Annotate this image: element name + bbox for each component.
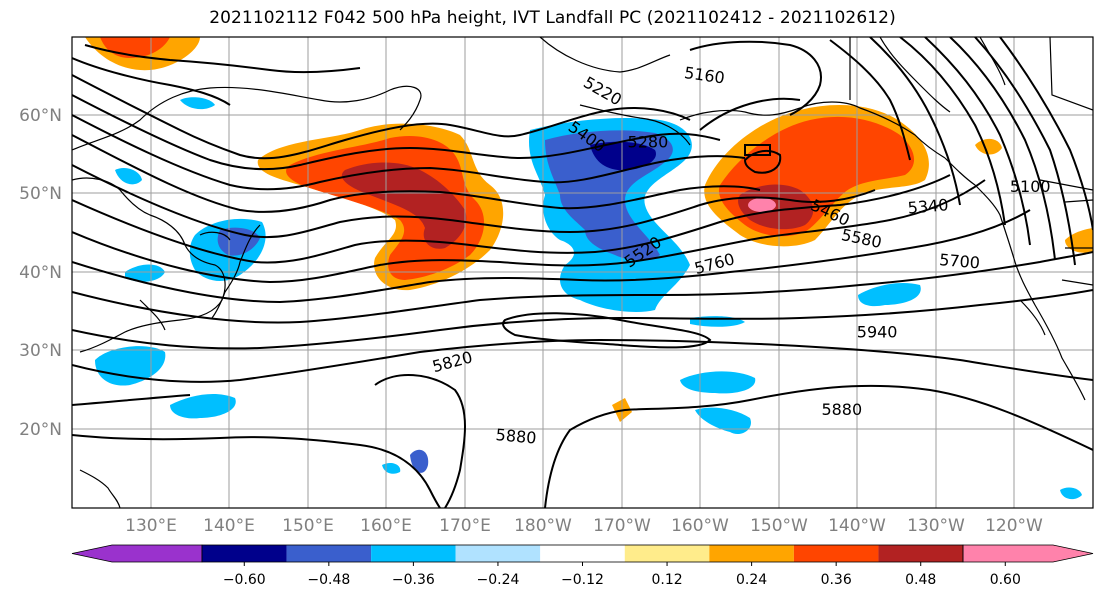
colorbar-segment: [455, 545, 541, 562]
contour-label: 5340: [907, 195, 949, 217]
colorbar-segment: [371, 545, 456, 562]
map-title: 2021102112 F042 500 hPa height, IVT Land…: [209, 8, 896, 28]
map-content: [72, 37, 1093, 508]
lat-label-20n: 20°N: [19, 420, 62, 440]
contour-label-group: 5700: [938, 250, 980, 272]
contour-label-group: 5880: [821, 400, 862, 419]
colorbar-segment: [624, 545, 710, 562]
contour-label: 5880: [495, 425, 537, 447]
lon-label-180w: 180°W: [514, 516, 572, 536]
contour-label: 5100: [1010, 177, 1051, 196]
colorbar-tick-label: −0.48: [307, 572, 350, 588]
colorbar-segment-max-extend: [962, 544, 1094, 563]
colorbar: −0.60 −0.48 −0.36 −0.24 −0.12 0.12 0.24 0.36 0.4…: [71, 544, 1094, 588]
colorbar-segment: [793, 545, 879, 562]
lon-label-140w: 140°W: [828, 516, 886, 536]
colorbar-tick-label: 0.36: [821, 572, 852, 588]
longitude-labels: 130°E 140°E 150°E 160°E 170°E 180°W 170°…: [125, 516, 1043, 536]
colorbar-segment: [540, 545, 625, 562]
colorbar-tick-label: 0.48: [905, 572, 936, 588]
contour-label-group: 5340: [907, 195, 949, 217]
lon-label-150w: 150°W: [750, 516, 808, 536]
latitude-labels: 60°N 50°N 40°N 30°N 20°N: [19, 106, 62, 440]
colorbar-tick-label: −0.36: [392, 572, 435, 588]
colorbar-segment: [286, 545, 372, 562]
lon-label-130e: 130°E: [125, 516, 177, 536]
colorbar-segment-min-extend: [71, 544, 203, 563]
lon-label-160e: 160°E: [360, 516, 412, 536]
map-frame: [71, 36, 1094, 509]
lat-label-40n: 40°N: [19, 263, 62, 283]
lon-label-120w: 120°W: [985, 516, 1043, 536]
contour-label: 5700: [938, 250, 980, 272]
contour-label: 5940: [857, 322, 898, 341]
contour-label-group: 5100: [1010, 177, 1051, 196]
lon-label-160w: 160°W: [671, 516, 729, 536]
lon-label-150e: 150°E: [282, 516, 334, 536]
colorbar-tick-label: −0.12: [561, 572, 604, 588]
lat-label-30n: 30°N: [19, 341, 62, 361]
colorbar-tick-label: −0.60: [223, 572, 266, 588]
contour-label-group: 5880: [495, 425, 537, 447]
lon-label-170w: 170°W: [593, 516, 651, 536]
colorbar-segment: [878, 545, 963, 562]
colorbar-tick-label: −0.24: [476, 572, 519, 588]
contour-label-group: 5280: [628, 132, 669, 151]
height-contours: [72, 37, 1093, 508]
lon-label-140e: 140°E: [203, 516, 255, 536]
contour-label: 5280: [628, 132, 669, 151]
colorbar-tick-label: 0.24: [736, 572, 767, 588]
lon-label-170e: 170°E: [439, 516, 491, 536]
gridlines: [72, 37, 1093, 508]
contour-label-group: 5940: [857, 322, 898, 341]
ivt-negative-shading: [95, 97, 1082, 500]
colorbar-tick-label: 0.12: [651, 572, 682, 588]
lon-label-130w: 130°W: [907, 516, 965, 536]
ivt-positive-shading: [85, 37, 1093, 422]
lat-label-50n: 50°N: [19, 184, 62, 204]
colorbar-segment: [709, 545, 794, 562]
colorbar-segment: [202, 545, 287, 562]
contour-label: 5880: [821, 400, 862, 419]
colorbar-tick-label: 0.60: [990, 572, 1021, 588]
lat-label-60n: 60°N: [19, 106, 62, 126]
